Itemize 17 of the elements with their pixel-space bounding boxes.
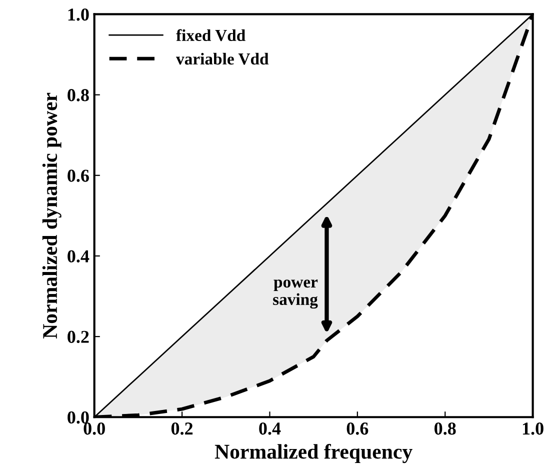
x-tick-label: 1.0 [522,422,544,435]
legend-label: variable Vdd [176,52,269,65]
y-tick-label: 0.4 [68,250,90,262]
x-tick-label: 0.4 [259,422,281,435]
y-tick-label: 1.0 [68,8,89,21]
x-tick-label: 0.6 [346,422,368,435]
y-tick-label: 0.0 [68,411,89,424]
x-tick-label: 0.2 [171,422,193,435]
x-axis-title: Normalized frequency [214,444,412,464]
y-axis-title: Normalized dynamic power [42,92,62,339]
x-tick-label: 0.0 [84,422,105,435]
annotation: power saving [273,280,318,309]
y-tick-label: 0.6 [68,170,89,182]
y-tick-label: 0.8 [68,89,89,102]
y-tick-label: 0.2 [68,330,89,344]
legend-label: fixed Vdd [176,29,246,42]
x-tick-label: 0.8 [434,422,456,435]
